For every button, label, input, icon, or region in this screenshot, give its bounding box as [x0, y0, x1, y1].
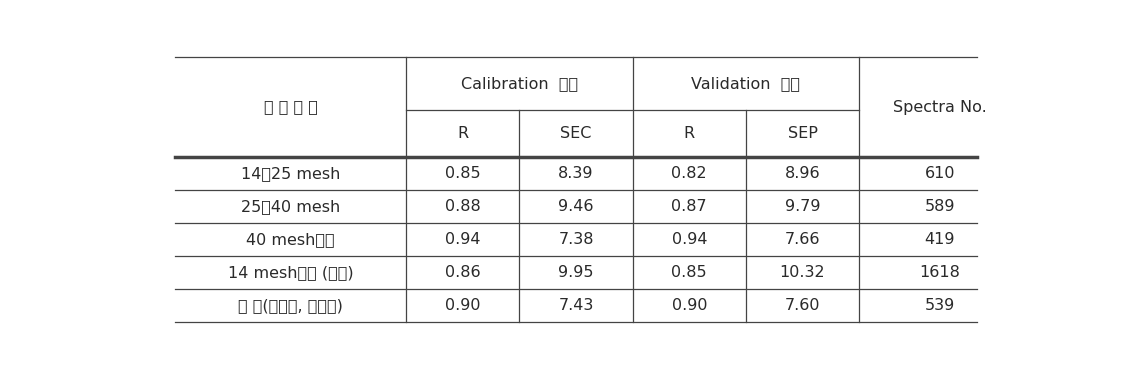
Text: SEC: SEC — [561, 126, 591, 141]
Text: 14～25 mesh: 14～25 mesh — [241, 166, 341, 182]
Text: 9.95: 9.95 — [559, 265, 593, 280]
Text: R: R — [683, 126, 695, 141]
Text: 7.60: 7.60 — [785, 298, 821, 313]
Text: 589: 589 — [924, 200, 955, 214]
Text: Validation  결과: Validation 결과 — [691, 76, 800, 91]
Text: 제 품(김치용, 양년용): 제 품(김치용, 양년용) — [238, 298, 343, 313]
Text: 0.94: 0.94 — [445, 232, 481, 248]
Text: 0.90: 0.90 — [445, 298, 481, 313]
Text: 610: 610 — [924, 166, 955, 182]
Text: 0.90: 0.90 — [671, 298, 707, 313]
Text: 측 정 시 료: 측 정 시 료 — [264, 99, 318, 114]
Text: 9.46: 9.46 — [559, 200, 593, 214]
Text: SEP: SEP — [788, 126, 817, 141]
Text: 8.39: 8.39 — [559, 166, 593, 182]
Text: 0.85: 0.85 — [671, 265, 707, 280]
Text: 419: 419 — [924, 232, 955, 248]
Text: 539: 539 — [925, 298, 955, 313]
Text: 10.32: 10.32 — [780, 265, 825, 280]
Text: 0.94: 0.94 — [671, 232, 707, 248]
Text: 0.85: 0.85 — [445, 166, 481, 182]
Text: 0.82: 0.82 — [671, 166, 707, 182]
Text: 25～40 mesh: 25～40 mesh — [242, 200, 341, 214]
Text: 1618: 1618 — [919, 265, 960, 280]
Text: 7.38: 7.38 — [559, 232, 593, 248]
Text: 0.86: 0.86 — [445, 265, 481, 280]
Text: 7.43: 7.43 — [559, 298, 593, 313]
Text: 0.88: 0.88 — [445, 200, 481, 214]
Text: 8.96: 8.96 — [785, 166, 821, 182]
Text: 40 mesh이하: 40 mesh이하 — [246, 232, 335, 248]
Text: Spectra No.: Spectra No. — [892, 99, 987, 114]
Text: Calibration  결과: Calibration 결과 — [461, 76, 578, 91]
Text: 0.87: 0.87 — [671, 200, 707, 214]
Text: 14 mesh이하 (전체): 14 mesh이하 (전체) — [228, 265, 354, 280]
Text: 9.79: 9.79 — [785, 200, 821, 214]
Text: R: R — [457, 126, 469, 141]
Text: 7.66: 7.66 — [785, 232, 821, 248]
